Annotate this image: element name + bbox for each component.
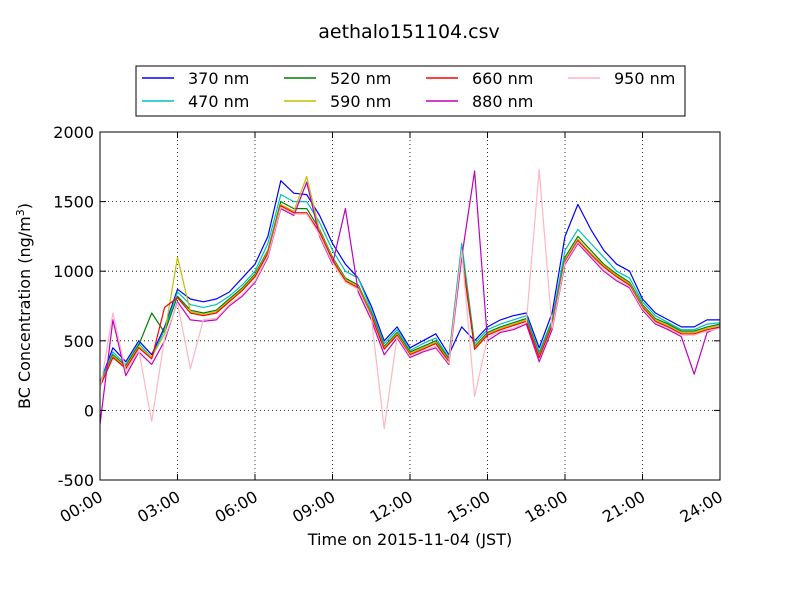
legend-label: 590 nm — [330, 92, 391, 111]
y-tick-label: 500 — [63, 332, 94, 351]
series-line-590-nm — [100, 175, 720, 386]
legend: 370 nm 470 nm 520 nm 590 nm 660 nm 880 nm 950 … — [135, 65, 686, 117]
y-axis-ticks: -500 0 500 1000 1500 2000 — [53, 123, 720, 490]
series-layer — [100, 169, 720, 430]
legend-label: 370 nm — [188, 69, 249, 88]
legend-frame — [135, 65, 686, 117]
y-tick-label: -500 — [58, 471, 94, 490]
y-axis-label: BC Concentration (ng/m3) — [14, 203, 34, 409]
legend-label: 950 nm — [614, 69, 675, 88]
series-line-470-nm — [100, 194, 720, 383]
y-tick-label: 1000 — [53, 262, 94, 281]
legend-label: 880 nm — [472, 92, 533, 111]
y-axis-label-main: BC Concentration (ng/m — [15, 216, 34, 409]
legend-label: 660 nm — [472, 69, 533, 88]
chart-title: aethalo151104.csv — [318, 21, 500, 43]
y-axis-label-superscript: 3 — [14, 209, 27, 216]
series-line-660-nm — [100, 205, 720, 387]
y-tick-label: 1500 — [53, 193, 94, 212]
legend-label: 520 nm — [330, 69, 391, 88]
y-axis-label-close: ) — [15, 203, 34, 209]
y-tick-label: 0 — [84, 401, 94, 420]
series-line-950-nm — [100, 169, 720, 430]
series-line-370-nm — [100, 180, 720, 383]
y-tick-label: 2000 — [53, 123, 94, 142]
legend-label: 470 nm — [188, 92, 249, 111]
x-axis-label: Time on 2015-11-04 (JST) — [307, 530, 512, 549]
series-line-520-nm — [100, 201, 720, 386]
